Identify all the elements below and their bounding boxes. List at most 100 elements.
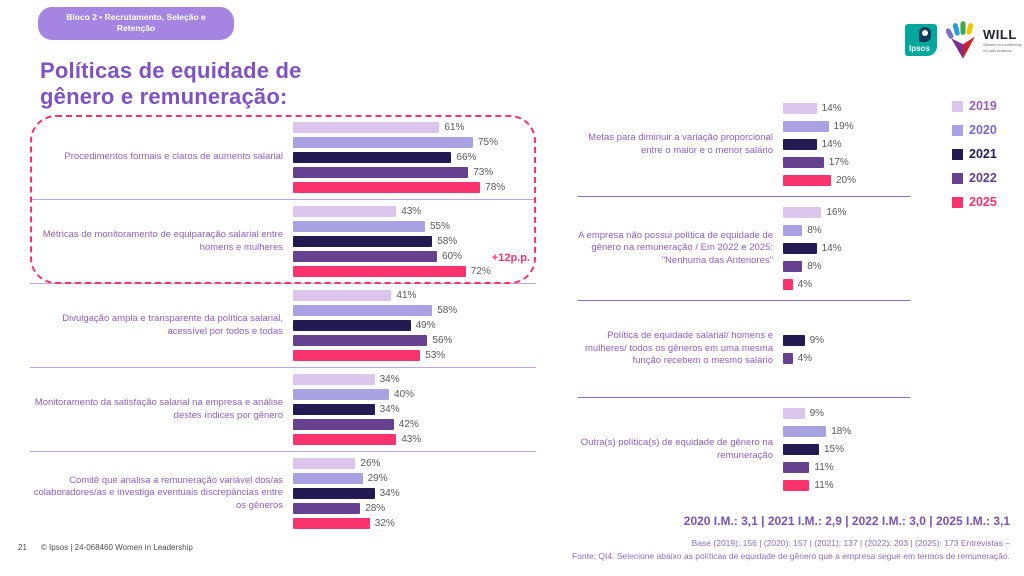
bar-value: 53% bbox=[425, 350, 446, 361]
group-bars: 9% 4% bbox=[783, 334, 918, 364]
bar-2021 bbox=[783, 243, 817, 254]
bar-value: 28% bbox=[365, 503, 386, 514]
bar-2020 bbox=[293, 305, 433, 316]
legend-swatch-2025 bbox=[952, 196, 963, 208]
group-label: Métricas de monitoramento de equiparação… bbox=[42, 228, 283, 253]
bar-value: 58% bbox=[437, 305, 458, 316]
bar-row-2019: 41% bbox=[293, 290, 536, 301]
legend-year-label: 2022 bbox=[969, 171, 997, 185]
group-bars: 41% 58% 49% 56% 53% bbox=[293, 290, 536, 361]
bar-value: 60% bbox=[442, 251, 463, 262]
bar-row-2025: 78% bbox=[293, 182, 536, 193]
bar-2025 bbox=[783, 279, 793, 290]
group-divider bbox=[578, 397, 910, 398]
bar-2021 bbox=[783, 334, 805, 346]
group-bars: 16% 8% 14% 8% 4% bbox=[783, 207, 918, 290]
delta-annotation: +12p.p. bbox=[491, 252, 530, 264]
bar-2022 bbox=[293, 419, 394, 430]
bar-value: 26% bbox=[360, 458, 381, 469]
bar-2019 bbox=[293, 458, 356, 469]
bar-value: 40% bbox=[394, 389, 415, 400]
group-label: Monitoramento da satisfação salarial na … bbox=[34, 396, 283, 421]
bar-row-2020: 40% bbox=[293, 389, 536, 400]
bar-row-2021: 49% bbox=[293, 320, 536, 331]
bar-value: 55% bbox=[430, 221, 451, 232]
bar-row-2019: 61% bbox=[293, 122, 536, 133]
bar-row-2022: 28% bbox=[293, 503, 536, 514]
bar-2020 bbox=[293, 473, 363, 484]
bar-2025 bbox=[293, 434, 397, 445]
bar-2019 bbox=[293, 290, 392, 301]
legend-year-label: 2021 bbox=[969, 147, 997, 161]
bar-value: 4% bbox=[797, 352, 813, 364]
bar-2021 bbox=[293, 152, 452, 163]
bar-value: 66% bbox=[456, 152, 477, 163]
bar-2019 bbox=[783, 103, 817, 114]
bar-row-2020: 75% bbox=[293, 137, 536, 148]
bar-row-2021: 66% bbox=[293, 152, 536, 163]
group-label: Divulgação ampla e transparente da polít… bbox=[62, 312, 283, 337]
bar-row-2022: 56% bbox=[293, 335, 536, 346]
bar-value: 43% bbox=[401, 206, 422, 217]
bar-row-2021: 14% bbox=[783, 139, 918, 150]
bar-row-2020: 55% bbox=[293, 221, 536, 232]
bar-row-2022: 11% bbox=[783, 462, 918, 473]
bar-value: 8% bbox=[807, 261, 822, 272]
left-chart-column: Procedimentos formais e claros de aument… bbox=[30, 115, 536, 529]
bar-value: 16% bbox=[826, 207, 847, 218]
bar-value: 56% bbox=[432, 335, 453, 346]
slide-footer: 21 © Ipsos | 24-068460 Women in Leadersh… bbox=[18, 543, 193, 552]
bar-row-2019: 34% bbox=[293, 374, 536, 385]
group-label: Outra(s) política(s) de equidade de gêne… bbox=[580, 436, 773, 461]
group-label: A empresa não possui política de equidad… bbox=[578, 229, 773, 266]
bar-row-2021: 15% bbox=[783, 444, 918, 455]
bar-2019 bbox=[293, 206, 397, 217]
bar-2022 bbox=[783, 157, 824, 168]
index-medio-line: 2020 I.M.: 3,1 | 2021 I.M.: 2,9 | 2022 I… bbox=[683, 514, 1010, 528]
bar-value: 14% bbox=[821, 103, 842, 114]
bar-2021 bbox=[293, 320, 411, 331]
bar-value: 19% bbox=[833, 121, 854, 132]
bar-row-2019: 9% bbox=[783, 408, 918, 419]
bar-row-2019: 14% bbox=[783, 103, 918, 114]
bar-value: 49% bbox=[415, 320, 436, 331]
bar-row-2020: 8% bbox=[783, 225, 918, 236]
group-bars: 26% 29% 34% 28% 32% bbox=[293, 458, 536, 529]
bar-2025 bbox=[293, 518, 370, 529]
will-logo-text: WILL Women in Leadership in Latin Americ… bbox=[983, 27, 1022, 53]
bar-2019 bbox=[293, 122, 440, 133]
bar-2020 bbox=[783, 426, 827, 437]
bar-row-2020: 18% bbox=[783, 426, 918, 437]
group-bars: 14% 19% 14% 17% 20% bbox=[783, 103, 918, 186]
bar-row-2025: 4% bbox=[783, 279, 918, 290]
bar-value: 43% bbox=[401, 434, 422, 445]
legend-year-label: 2019 bbox=[969, 99, 997, 113]
chart-group: Procedimentos formais e claros de aument… bbox=[30, 122, 536, 193]
bar-row-2020: 58% bbox=[293, 305, 536, 316]
group-bars: 9% 18% 15% 11% 11% bbox=[783, 408, 918, 491]
fonte-line: Fonte: QI4. Selecione abaixo as política… bbox=[571, 551, 1010, 562]
bar-value: 8% bbox=[807, 225, 822, 236]
bar-row-2022: 8% bbox=[783, 261, 918, 272]
bar-row-2025: 32% bbox=[293, 518, 536, 529]
group-divider bbox=[30, 367, 536, 368]
right-chart-column: Metas para diminuir a variação proporcio… bbox=[578, 103, 918, 491]
bar-2025 bbox=[293, 182, 481, 193]
page-number: 21 bbox=[18, 543, 27, 552]
legend-swatch-2022 bbox=[952, 172, 963, 184]
bar-row-2022: 60% bbox=[293, 251, 536, 262]
bar-value: 20% bbox=[836, 175, 857, 186]
group-divider bbox=[30, 283, 536, 284]
bar-row-2022: 73% bbox=[293, 167, 536, 178]
bar-2022 bbox=[783, 462, 810, 473]
bar-2022 bbox=[783, 261, 803, 272]
chart-group: Divulgação ampla e transparente da polít… bbox=[30, 290, 536, 361]
bar-row-2020: 19% bbox=[783, 121, 918, 132]
bar-value: 41% bbox=[396, 290, 417, 301]
bar-row-2025: 72% bbox=[293, 266, 536, 277]
chart-group: Métricas de monitoramento de equiparação… bbox=[30, 206, 536, 277]
bar-row-2021: 34% bbox=[293, 488, 536, 499]
bar-row-2021: 9% bbox=[783, 334, 918, 346]
copyright-text: © Ipsos | 24-068460 Women in Leadership bbox=[40, 543, 193, 552]
will-logo-subtitle-1: Women in Leadership bbox=[983, 41, 1022, 47]
